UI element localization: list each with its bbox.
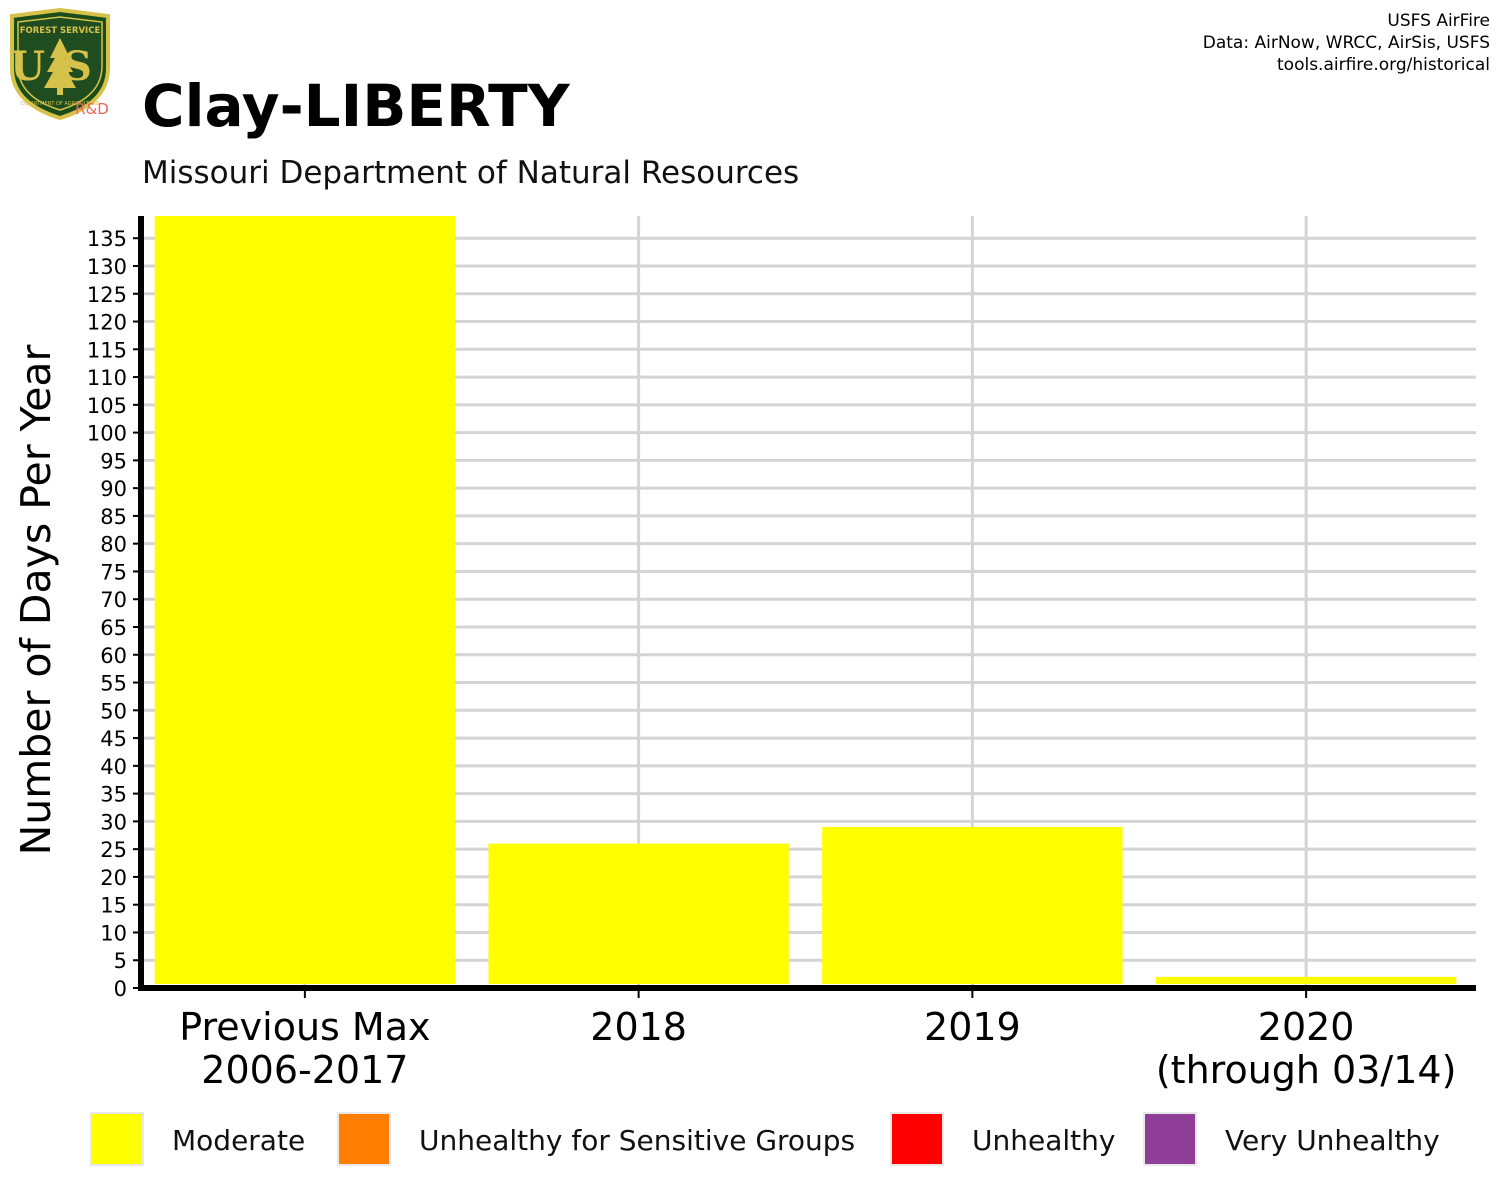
y-tick-label: 90 <box>100 477 127 501</box>
chart-title: Clay-LIBERTY <box>142 72 570 140</box>
y-tick-label: 125 <box>87 283 127 307</box>
y-tick-label: 15 <box>100 894 127 918</box>
y-tick-label: 130 <box>87 255 127 279</box>
y-tick-label: 115 <box>87 338 127 362</box>
x-tick-label: 2019 <box>924 1005 1021 1049</box>
legend-label-usg: Unhealthy for Sensitive Groups <box>419 1124 856 1157</box>
bar-moderate-1 <box>488 843 789 984</box>
legend-swatch-very-unhealthy <box>1143 1112 1197 1166</box>
y-tick-label: 20 <box>100 866 127 890</box>
y-tick-label: 110 <box>87 366 127 390</box>
y-tick-label: 10 <box>100 921 127 945</box>
bar-layer <box>154 216 1457 984</box>
y-tick-label: 35 <box>100 783 127 807</box>
bar-moderate-0 <box>154 216 456 984</box>
y-tick-label: 120 <box>87 311 127 335</box>
y-tick-label: 85 <box>100 505 127 529</box>
legend-label-very-unhealthy: Very Unhealthy <box>1225 1124 1440 1157</box>
y-tick-label: 40 <box>100 755 127 779</box>
y-tick-label: 105 <box>87 394 127 418</box>
y-tick-label: 25 <box>100 838 127 862</box>
credit-line-1: USFS AirFire <box>1387 11 1490 31</box>
y-tick-label: 135 <box>87 227 127 251</box>
chart-subtitle: Missouri Department of Natural Resources <box>142 155 800 191</box>
y-tick-label: 65 <box>100 616 127 640</box>
y-tick-label: 50 <box>100 699 127 723</box>
y-tick-label: 55 <box>100 672 127 696</box>
credits: USFS AirFire Data: AirNow, WRCC, AirSis,… <box>1203 10 1490 76</box>
y-tick-label: 100 <box>87 422 127 446</box>
y-tick-label: 60 <box>100 644 127 668</box>
credit-line-3: tools.airfire.org/historical <box>1277 55 1490 75</box>
bar-moderate-2 <box>822 826 1123 984</box>
x-tick-label: 2006-2017 <box>201 1048 408 1092</box>
legend: Moderate Unhealthy for Sensitive Groups … <box>90 1112 1480 1170</box>
legend-swatch-usg <box>337 1112 391 1166</box>
y-tick-label: 75 <box>100 560 127 584</box>
logo-text-bottom: DEPARTMENT OF AGRICULTURE <box>21 101 99 107</box>
x-tick-label: 2018 <box>590 1005 687 1049</box>
legend-label-moderate: Moderate <box>172 1124 306 1157</box>
bar-moderate-3 <box>1155 976 1457 984</box>
y-tick-label: 5 <box>114 949 127 973</box>
legend-label-unhealthy: Unhealthy <box>972 1124 1116 1157</box>
logo-rd-tag: R&D <box>75 100 109 118</box>
axis-layer: 0 5 10 15 20 25 30 35 40 45 50 55 60 65 70 75 80 85 90 95 10… <box>87 216 1476 1092</box>
y-tick-label: 80 <box>100 533 127 557</box>
logo-text-top: FOREST SERVICE <box>20 26 101 36</box>
tree-icon <box>44 38 76 88</box>
y-axis-label: Number of Days Per Year <box>12 344 60 855</box>
usfs-logo: FOREST SERVICE US DEPARTMENT OF AGRICULT… <box>10 8 110 120</box>
legend-swatch-moderate <box>90 1112 144 1166</box>
x-tick-label: Previous Max <box>179 1005 430 1049</box>
grid-layer <box>141 216 1476 990</box>
legend-swatch-unhealthy <box>890 1112 944 1166</box>
x-tick-label: (through 03/14) <box>1156 1048 1457 1092</box>
y-tick-label: 0 <box>114 977 127 1001</box>
x-tick-label: 2020 <box>1258 1005 1355 1049</box>
credit-line-2: Data: AirNow, WRCC, AirSis, USFS <box>1202 33 1490 53</box>
y-tick-label: 30 <box>100 810 127 834</box>
y-tick-label: 70 <box>100 588 127 612</box>
y-tick-label: 45 <box>100 727 127 751</box>
y-tick-label: 95 <box>100 449 127 473</box>
